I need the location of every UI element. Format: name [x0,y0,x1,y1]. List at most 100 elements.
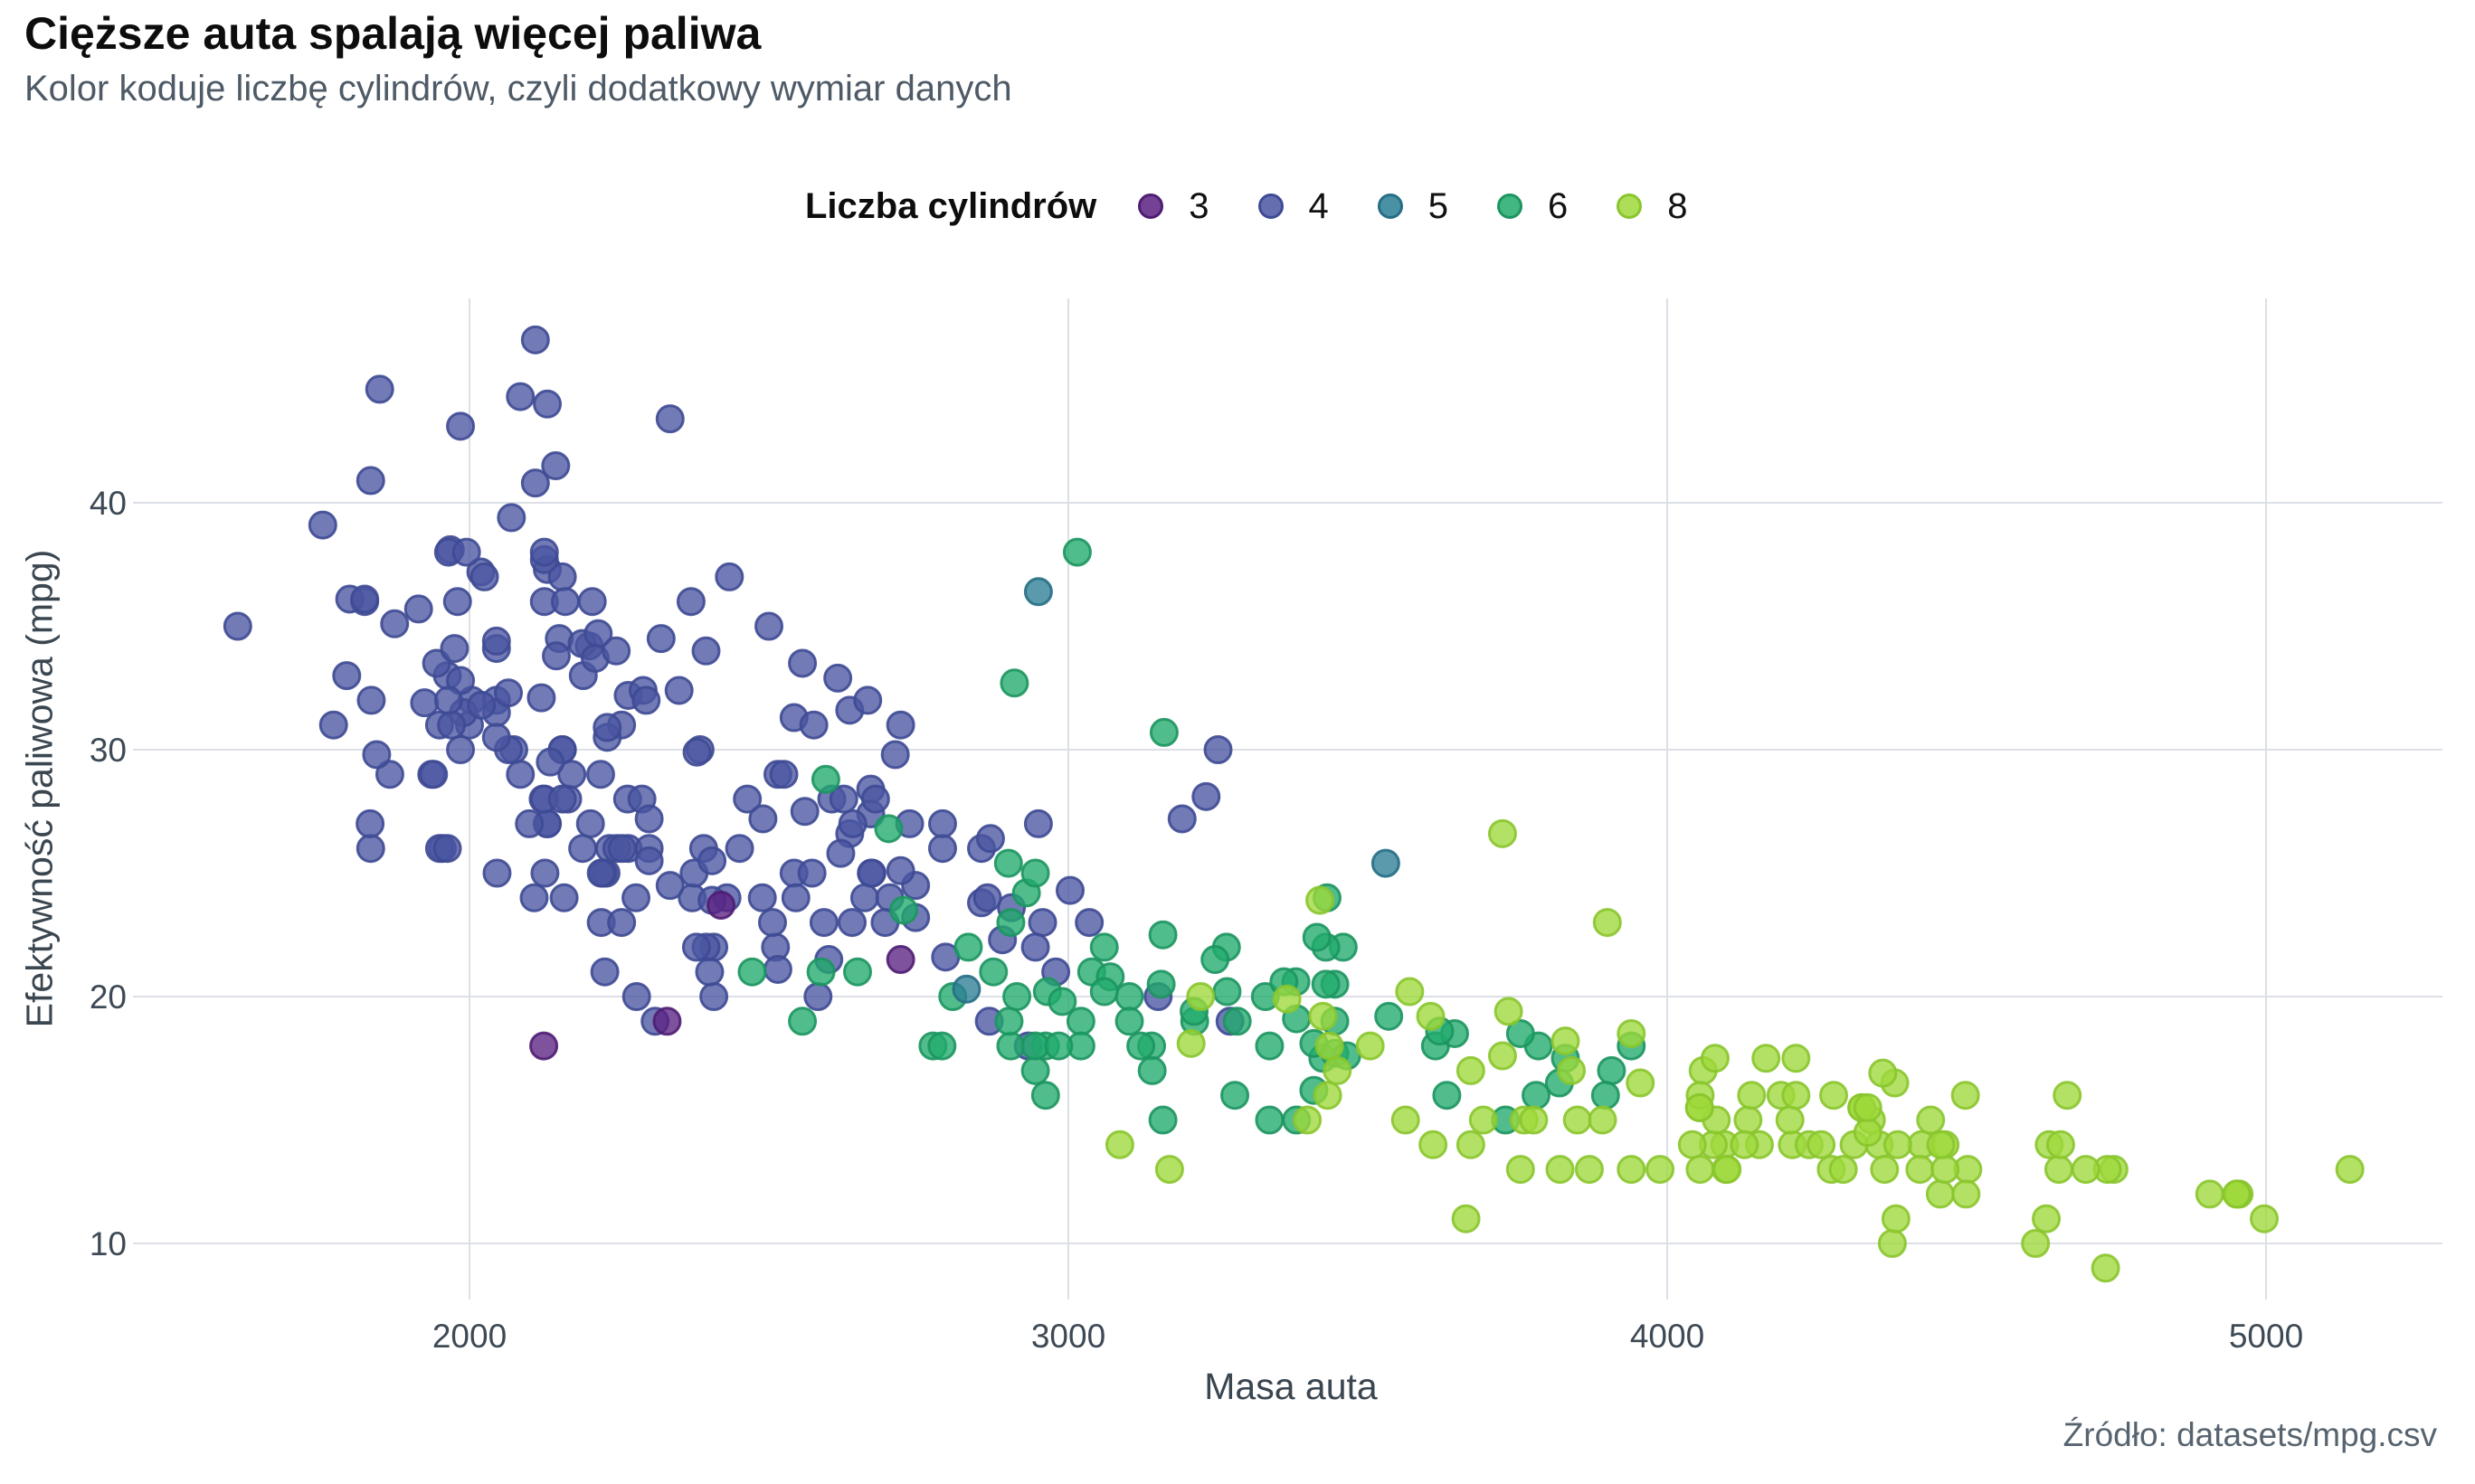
data-point-cyl-4 [446,735,476,764]
data-point-cyl-8 [1881,1204,1911,1234]
data-point-cyl-8 [2032,1204,2062,1234]
data-point-cyl-4 [482,858,512,888]
data-point-cyl-4 [695,957,725,987]
data-point-cyl-4 [799,710,829,740]
data-point-cyl-6 [1030,1081,1060,1111]
data-point-cyl-4 [440,634,469,664]
data-point-cyl-3 [529,1031,559,1061]
data-point-cyl-4 [541,451,571,481]
data-point-cyl-8 [1733,1105,1763,1135]
data-point-cyl-4 [634,804,664,834]
data-point-cyl-3 [886,945,915,975]
data-point-cyl-4 [550,587,580,617]
data-point-cyl-4 [886,710,915,740]
data-point-cyl-8 [1870,1155,1900,1185]
data-point-cyl-8 [1456,1130,1485,1159]
data-point-cyl-8 [1882,1130,1912,1159]
data-point-cyl-8 [1418,1130,1448,1159]
data-point-cyl-6 [1062,537,1092,567]
data-point-cyl-4 [375,760,404,789]
legend-swatch-icon [1257,194,1284,219]
data-point-cyl-6 [1020,858,1050,888]
data-point-cyl-6 [1222,1007,1252,1036]
data-point-cyl-6 [996,1031,1026,1061]
data-point-cyl-4 [530,858,560,888]
data-point-cyl-4 [655,871,685,901]
data-point-cyl-4 [1203,735,1233,764]
data-point-cyl-8 [1700,1044,1730,1073]
data-point-cyl-8 [2250,1204,2280,1234]
data-point-cyl-6 [1374,1001,1404,1031]
data-point-cyl-8 [1314,1031,1344,1061]
data-point-cyl-6 [996,908,1026,938]
data-point-cyl-8 [2222,1179,2252,1209]
legend-swatch-icon [1497,194,1523,219]
data-point-cyl-4 [927,808,957,838]
data-point-cyl-4 [725,834,754,864]
legend-item-label: 5 [1427,185,1449,226]
data-point-cyl-4 [529,537,559,567]
data-point-cyl-4 [646,624,676,654]
data-point-cyl-8 [1588,1105,1617,1135]
data-point-cyl-6 [1148,920,1178,950]
data-point-cyl-6 [1432,1081,1462,1111]
data-point-cyl-4 [1020,932,1050,962]
data-point-cyl-6 [979,957,1009,987]
data-point-cyl-4 [515,808,545,838]
data-point-cyl-4 [699,982,729,1011]
data-point-cyl-4 [350,584,380,614]
data-point-cyl-4 [1075,908,1105,938]
data-point-cyl-4 [715,562,744,591]
data-point-cyl-6 [1000,668,1029,698]
data-point-cyl-4 [356,808,385,838]
data-point-cyl-6 [1255,1105,1285,1135]
data-point-cyl-8 [1951,1179,1981,1209]
data-point-cyl-8 [1617,1155,1646,1185]
data-point-cyl-8 [1293,1105,1323,1135]
data-point-cyl-6 [1126,1031,1156,1061]
data-point-cyl-8 [1730,1130,1759,1159]
data-point-cyl-8 [1751,1044,1781,1073]
data-point-cyl-8 [1684,1092,1714,1122]
data-point-cyl-6 [811,764,840,794]
data-point-cyl-8 [1456,1055,1485,1085]
data-point-cyl-4 [1191,781,1221,811]
data-point-cyl-6 [993,848,1023,878]
data-point-cyl-4 [1167,804,1197,834]
data-point-cyl-6 [953,932,983,962]
data-point-cyl-4 [481,626,511,656]
legend-swatch-icon [1377,194,1403,219]
data-point-cyl-8 [1505,1155,1535,1185]
data-point-cyl-4 [585,760,615,789]
data-point-cyl-6 [1114,1007,1144,1036]
data-point-cyl-4 [664,676,694,705]
data-point-cyl-4 [975,824,1005,854]
chart-subtitle: Kolor koduje liczbę cylindrów, czyli dod… [24,69,1012,109]
data-point-cyl-4 [332,661,362,691]
data-point-cyl-4 [797,858,827,888]
data-point-cyl-8 [1416,1001,1446,1031]
data-point-cyl-6 [1149,717,1179,747]
data-point-cyl-6 [1137,1055,1167,1085]
data-point-cyl-6 [806,957,836,987]
data-point-cyl-6 [1200,945,1230,975]
legend-swatch-icon [1138,194,1164,219]
data-point-cyl-8 [1853,1092,1882,1122]
data-point-cyl-8 [1737,1081,1767,1111]
data-point-cyl-4 [433,685,463,715]
data-point-cyl-8 [1685,1155,1715,1185]
data-point-cyl-4 [356,685,386,715]
data-point-cyl-4 [621,982,651,1011]
data-point-cyl-8 [1468,1105,1498,1135]
data-point-cyl-8 [1176,1028,1206,1058]
data-point-cyl-8 [1877,1229,1907,1258]
legend-item-label: 4 [1308,185,1329,226]
data-point-cyl-8 [2044,1155,2073,1185]
data-point-cyl-4 [681,932,711,962]
data-point-cyl-4 [781,883,811,912]
data-point-cyl-8 [1916,1105,1946,1135]
data-point-cyl-4 [803,982,833,1011]
data-point-cyl-8 [1574,1155,1604,1185]
data-point-cyl-8 [1853,1118,1882,1148]
